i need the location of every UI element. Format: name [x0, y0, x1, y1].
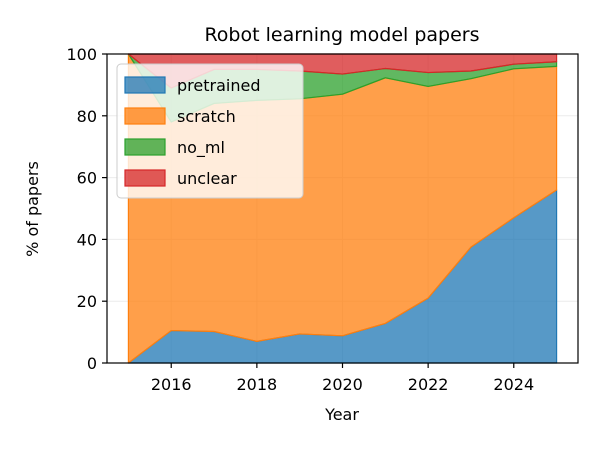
legend-box: [116, 63, 304, 199]
legend-label-unclear: unclear: [177, 169, 237, 188]
y-tick-label: 40: [77, 230, 97, 249]
tick-labels: 2016 2018 2020 2022 2024 0 20 40 60 80 100: [66, 45, 534, 394]
legend-label-pretrained: pretrained: [177, 76, 260, 95]
x-tick-label: 2024: [493, 375, 534, 394]
chart-title: Robot learning model papers: [204, 24, 479, 46]
legend-label-scratch: scratch: [177, 107, 236, 126]
y-tick-label: 100: [66, 45, 97, 64]
x-tick-label: 2022: [408, 375, 449, 394]
y-tick-label: 60: [77, 169, 97, 188]
legend-swatch-unclear: [124, 169, 166, 187]
y-tick-label: 0: [87, 354, 97, 373]
x-tick-label: 2020: [322, 375, 363, 394]
legend-swatch-pretrained: [124, 76, 166, 94]
x-tick-label: 2016: [151, 375, 192, 394]
legend-swatch-scratch: [124, 107, 166, 125]
y-tick-label: 80: [77, 107, 97, 126]
x-tick-label: 2018: [237, 375, 278, 394]
legend-label-no_ml: no_ml: [177, 138, 225, 158]
y-tick-label: 20: [77, 292, 97, 311]
legend-swatch-no_ml: [124, 138, 166, 156]
axes: [102, 53, 579, 368]
y-axis-title: % of papers: [23, 161, 42, 257]
x-axis-title: Year: [324, 405, 359, 424]
